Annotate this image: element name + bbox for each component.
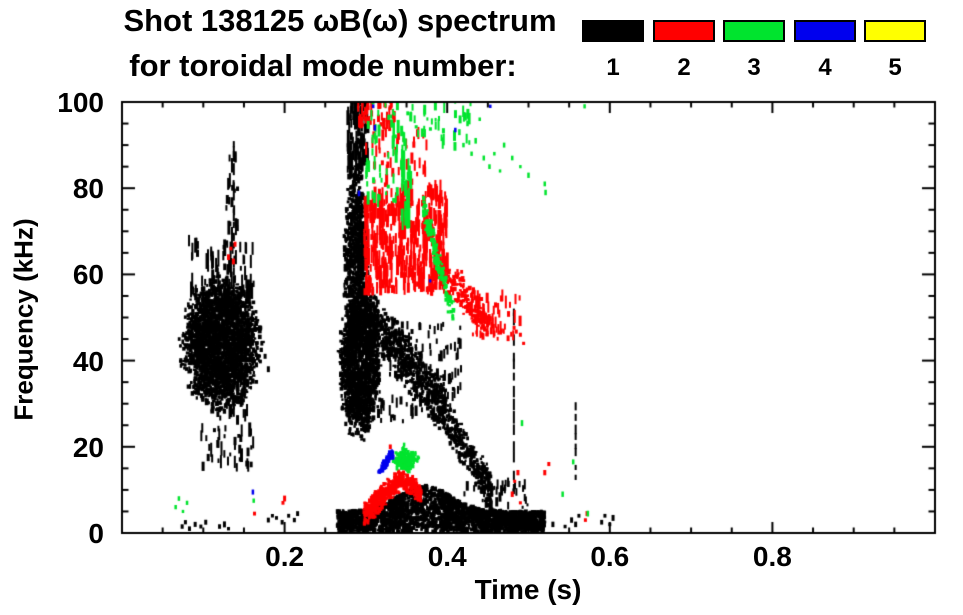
x-tick-0.4: 0.4 bbox=[427, 541, 467, 572]
y-tick-40: 40 bbox=[72, 345, 104, 377]
x-tick-0.2: 0.2 bbox=[265, 541, 305, 572]
y-tick-60: 60 bbox=[72, 259, 104, 291]
y-tick-100: 100 bbox=[57, 87, 104, 118]
x-tick-0.6: 0.6 bbox=[590, 541, 630, 572]
y-tick-20: 20 bbox=[72, 431, 104, 463]
y-tick-80: 80 bbox=[72, 173, 104, 205]
y-axis-title: Frequency (kHz) bbox=[8, 218, 39, 421]
x-axis-title: Time (s) bbox=[474, 574, 582, 605]
y-tick-0: 0 bbox=[88, 518, 104, 549]
x-tick-0.8: 0.8 bbox=[752, 541, 792, 572]
